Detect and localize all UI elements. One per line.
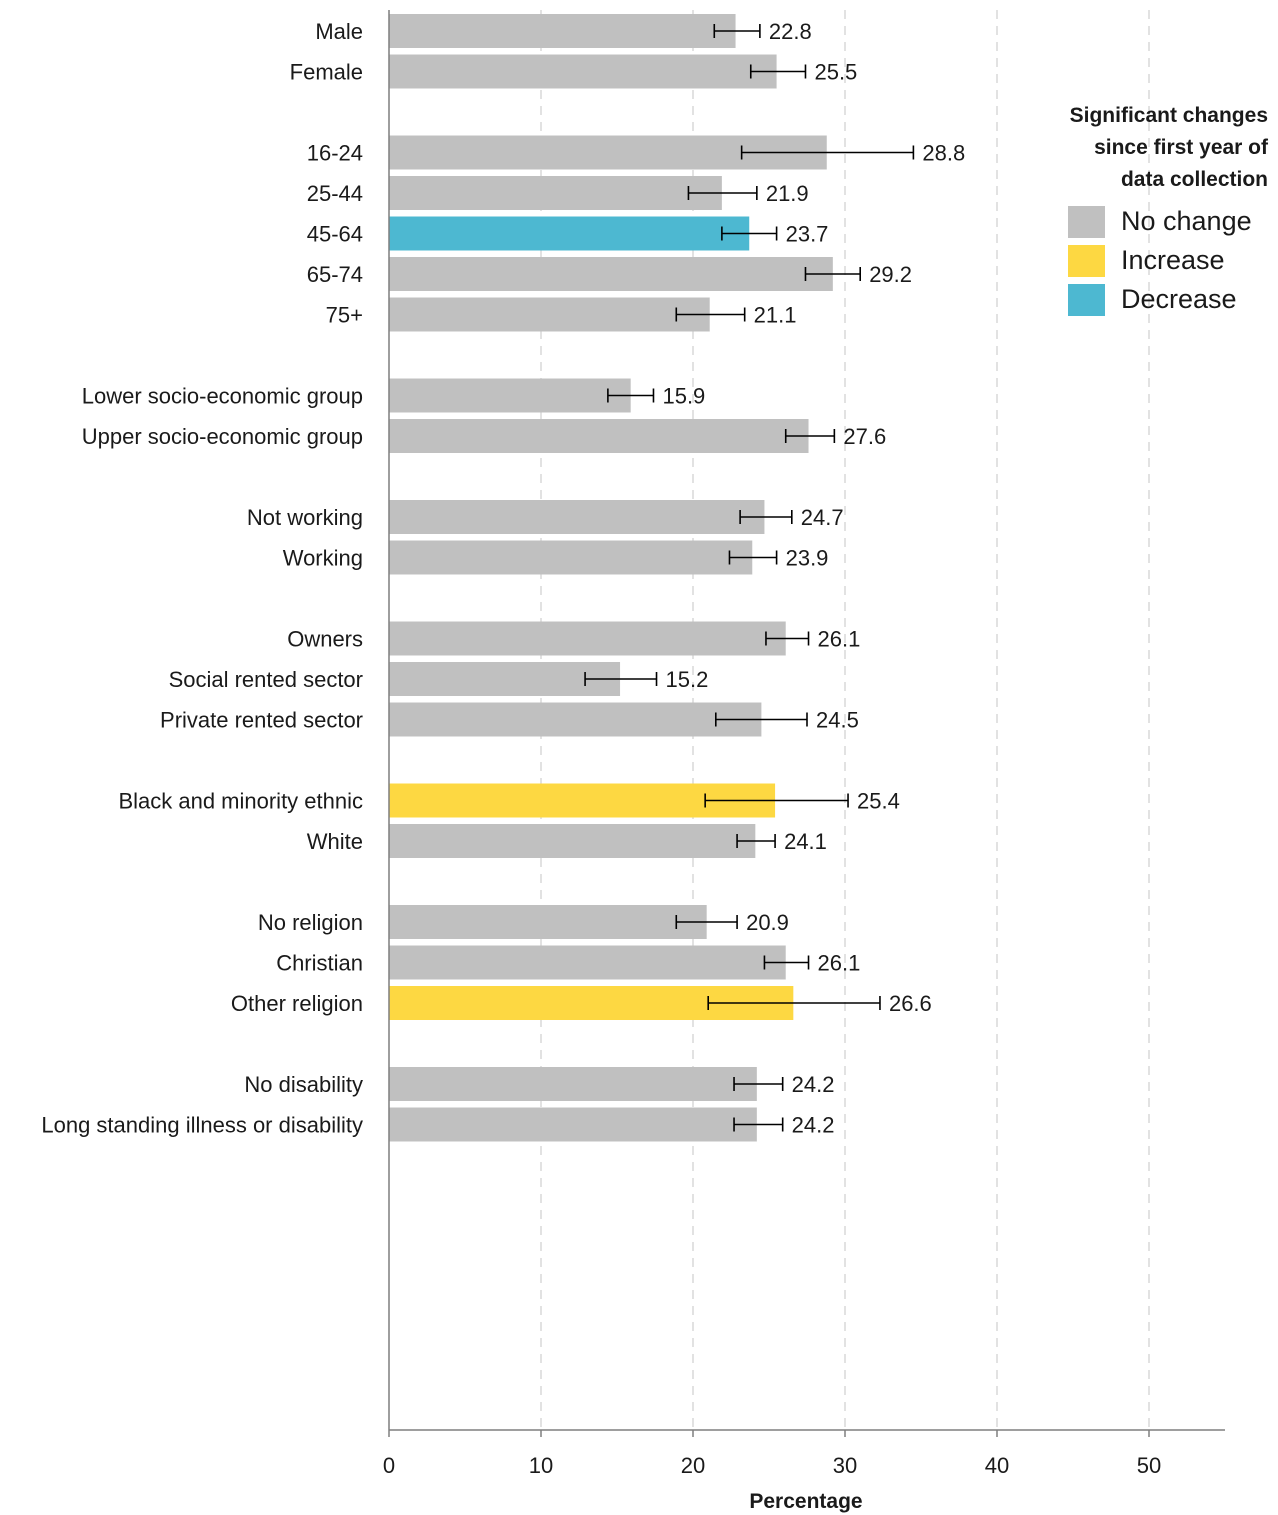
legend-item-decrease: Decrease [1068, 280, 1268, 319]
legend-swatch [1068, 205, 1105, 238]
data-label: 26.1 [818, 627, 861, 652]
bar [389, 378, 631, 413]
bar [389, 1107, 757, 1142]
bar [389, 297, 710, 332]
bar [389, 702, 762, 737]
data-label: 21.9 [766, 181, 809, 206]
category-label: 65-74 [307, 262, 363, 287]
legend-label: Decrease [1121, 284, 1237, 314]
legend-label: No change [1121, 206, 1252, 236]
legend-item-increase: Increase [1068, 241, 1268, 280]
x-axis-title: Percentage [749, 1490, 862, 1513]
x-tick-label: 40 [985, 1453, 1009, 1478]
category-label: No religion [258, 910, 363, 935]
legend-title: Significant changes since first year of … [1040, 100, 1268, 196]
category-label: Working [283, 546, 363, 571]
data-label: 24.7 [801, 505, 844, 530]
legend: Significant changes since first year of … [1040, 100, 1268, 319]
bar [389, 540, 753, 575]
category-label: Social rented sector [169, 667, 363, 692]
x-axis-ticks: 0 10 20 30 40 50 [383, 1430, 1161, 1478]
legend-item-no-change: No change [1068, 202, 1268, 241]
data-label: 29.2 [869, 262, 912, 287]
data-label: 26.1 [818, 951, 861, 976]
category-label: 45-64 [307, 222, 363, 247]
category-labels: Male Female 16-24 25-44 45-64 65-74 75+ Lower s… [41, 19, 363, 1138]
category-label: Male [315, 19, 363, 44]
bar [389, 257, 833, 291]
data-label: 24.2 [792, 1113, 835, 1138]
category-label: Christian [276, 951, 363, 976]
legend-title-line: since first year of [1094, 136, 1268, 159]
category-label: 25-44 [307, 181, 363, 206]
x-tick-label: 10 [529, 1453, 553, 1478]
x-tick-label: 20 [681, 1453, 705, 1478]
legend-title-line: Significant changes [1069, 104, 1268, 127]
x-tick-label: 0 [383, 1453, 395, 1478]
bars: 22.825.5 28.8 21.9 23.7 29.2 21.1 15.9 27.6 24.7… [389, 14, 965, 1142]
legend-items: No change Increase Decrease [1068, 202, 1268, 319]
category-label: Long standing illness or disability [41, 1113, 363, 1138]
data-label: 27.6 [843, 424, 886, 449]
bar [389, 945, 786, 980]
data-label: 23.9 [786, 546, 829, 571]
bar [389, 621, 786, 656]
x-tick-label: 30 [833, 1453, 857, 1478]
category-label: Lower socio-economic group [82, 384, 363, 409]
bar [389, 54, 777, 89]
data-label: 25.5 [814, 60, 857, 85]
category-label: No disability [244, 1072, 363, 1097]
bar [389, 500, 765, 534]
bar [389, 176, 722, 210]
category-label: 16-24 [307, 141, 363, 166]
category-label: White [307, 829, 363, 854]
bar [389, 662, 621, 696]
category-label: Upper socio-economic group [82, 424, 363, 449]
bar [389, 905, 707, 939]
data-label: 15.2 [666, 667, 709, 692]
legend-label: Increase [1121, 245, 1225, 275]
data-label: 24.5 [816, 708, 859, 733]
category-label: Other religion [231, 991, 363, 1016]
legend-swatch [1068, 283, 1105, 316]
category-label: Private rented sector [160, 708, 363, 733]
bar [389, 824, 756, 858]
bar [389, 1067, 757, 1101]
data-label: 28.8 [922, 141, 965, 166]
data-label: 20.9 [746, 910, 789, 935]
legend-swatch [1068, 244, 1105, 277]
category-label: Owners [287, 627, 363, 652]
category-label: Not working [247, 505, 363, 530]
bar [389, 419, 809, 453]
x-tick-label: 50 [1137, 1453, 1161, 1478]
data-label: 26.6 [889, 991, 932, 1016]
data-label: 23.7 [786, 222, 829, 247]
category-label: 75+ [326, 303, 363, 328]
category-label: Female [290, 60, 363, 85]
data-label: 24.2 [792, 1072, 835, 1097]
data-label: 25.4 [857, 789, 900, 814]
axes [388, 10, 1225, 1431]
data-label: 21.1 [754, 303, 797, 328]
bar [389, 14, 736, 48]
category-label: Black and minority ethnic [118, 789, 363, 814]
data-label: 24.1 [784, 829, 827, 854]
bar [389, 216, 750, 251]
data-label: 15.9 [662, 384, 705, 409]
data-label: 22.8 [769, 19, 812, 44]
legend-title-line: data collection [1120, 168, 1268, 191]
